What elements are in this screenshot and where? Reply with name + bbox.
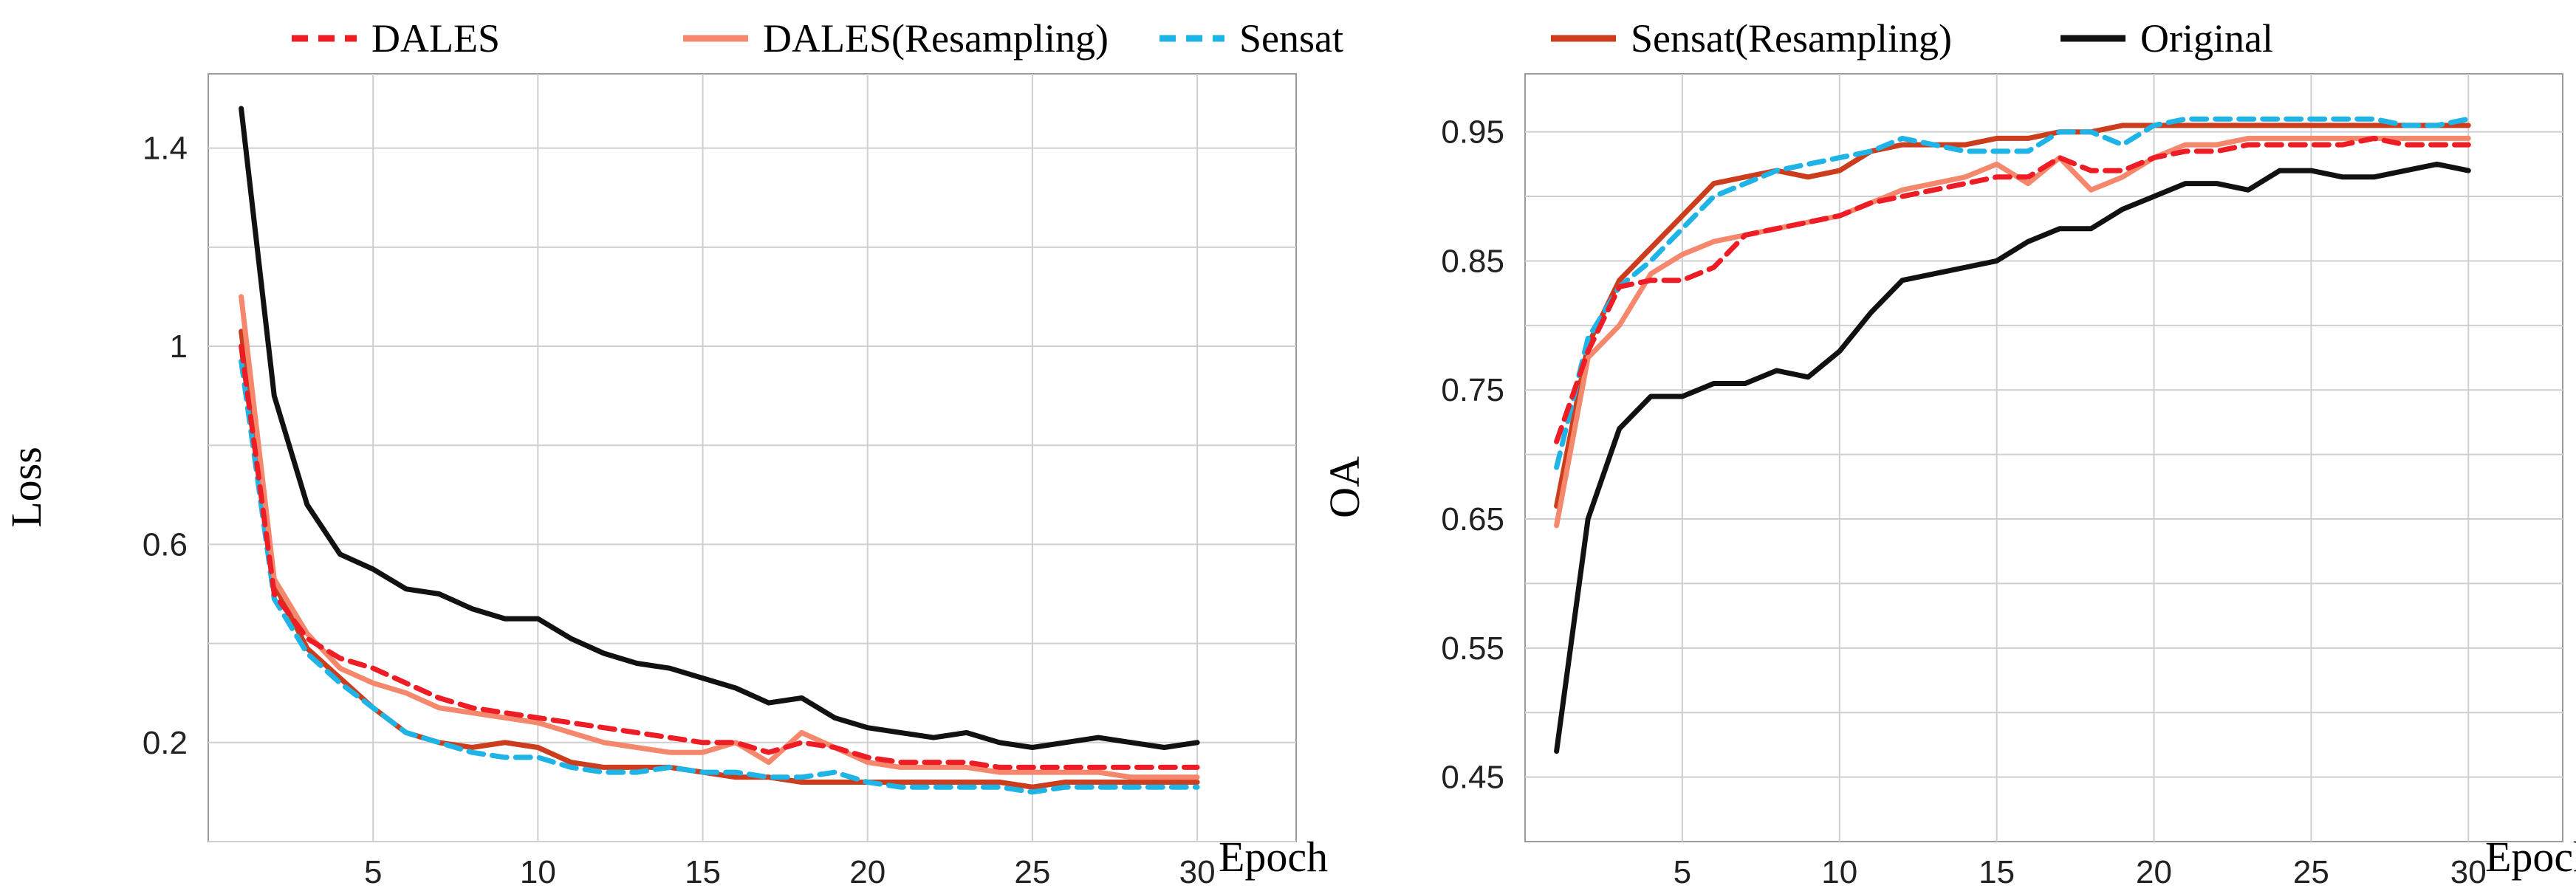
legend-item-dales-resampling: DALES(Resampling) [683,16,1109,61]
legend-label-dales-resampling: DALES(Resampling) [763,16,1109,61]
legend-item-sensat-resampling: Sensat(Resampling) [1551,16,1952,61]
loss-ytick-label: 0.6 [143,526,188,563]
loss-xtick-label: 25 [1014,854,1050,890]
oa-plot-frame [1524,73,2563,842]
oa-xtick-label: 15 [1979,854,2015,890]
oa-ytick-label: 0.45 [1441,760,1504,796]
oa-series-original [1554,161,2471,754]
legend-label-sensat: Sensat [1239,16,1343,61]
oa-xtick-label: 20 [2136,854,2172,890]
oa-ytick-label: 0.75 [1441,372,1504,408]
oa-series-sensat [1554,116,2471,470]
loss-series-dales-resampling [239,294,1200,780]
oa-series-dales-resampling [1554,135,2471,529]
oa-ytick-label: 0.55 [1441,630,1504,667]
loss-xtick-label: 10 [520,854,556,890]
oa-x-axis-label: Epoch [2485,833,2576,881]
oa-ytick-label: 0.95 [1441,114,1504,151]
loss-y-axis-label: Loss [2,447,50,528]
legend-item-dales: DALES [292,16,500,61]
oa-y-axis-label: OA [1320,456,1368,518]
oa-series-dales [1554,135,2471,444]
loss-xtick-label: 30 [1179,854,1216,890]
loss-x-axis-label: Epoch [1219,833,1328,881]
legend-label-sensat-resampling: Sensat(Resampling) [1631,16,1952,61]
legend-item-original: Original [2061,16,2273,61]
oa-xtick-label: 25 [2293,854,2329,890]
loss-chart: 0.2 0.6 1 1.4 5 10 15 20 25 30 Loss Epoch [2,73,1328,890]
loss-xtick-label: 20 [849,854,886,890]
loss-xtick-label: 5 [364,854,382,890]
loss-plot-frame [208,73,1297,842]
oa-ytick-label: 0.65 [1441,501,1504,537]
legend-label-dales: DALES [371,16,500,61]
oa-xtick-label: 10 [1821,854,1857,890]
loss-series-original [239,106,1200,750]
legend-label-original: Original [2140,16,2273,61]
oa-chart: 0.45 0.55 0.65 0.75 0.85 0.95 5 10 15 20 25 30 OA Epo… [1320,73,2576,890]
loss-series-dales [239,343,1200,770]
legend: DALES DALES(Resampling) Sensat Sensat(Resam… [292,16,2273,61]
oa-xtick-label: 5 [1674,854,1691,890]
oa-series-sensat-resampling [1554,123,2471,509]
legend-item-sensat: Sensat [1159,16,1343,61]
loss-ytick-label: 1 [170,329,188,365]
oa-xtick-label: 30 [2450,854,2487,890]
loss-ytick-label: 1.4 [143,131,188,167]
oa-ytick-label: 0.85 [1441,243,1504,279]
loss-xtick-label: 15 [685,854,721,890]
loss-series-sensat [239,358,1200,795]
loss-ytick-label: 0.2 [143,725,188,761]
